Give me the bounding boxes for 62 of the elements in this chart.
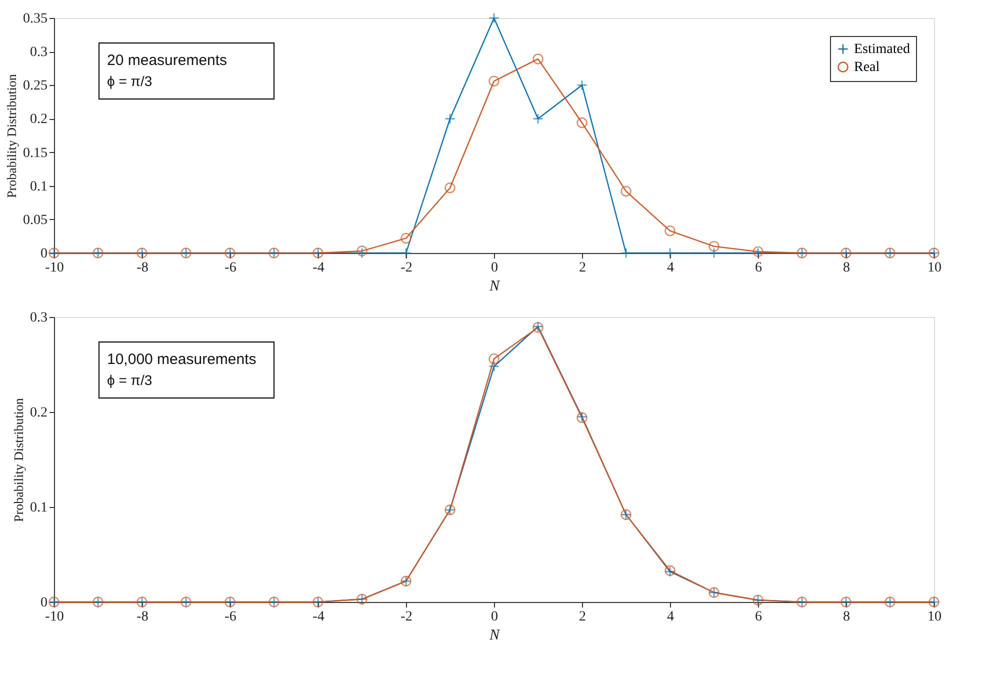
point <box>444 113 456 124</box>
x-tick-label: 8 <box>843 610 850 624</box>
x-tick-label: 2 <box>579 260 586 276</box>
y-tick-label: 0.05 <box>23 212 48 228</box>
x-tick-label: -8 <box>136 610 148 624</box>
point <box>620 248 632 258</box>
point <box>400 232 412 244</box>
y-tick-label: 0.15 <box>23 146 48 161</box>
x-tick-label: 10 <box>928 260 942 276</box>
x-tick-label: 0 <box>491 610 498 624</box>
x-tick-label: -10 <box>45 260 64 276</box>
x-axis-title: N <box>488 628 500 644</box>
annotation: ϕ = π/3 <box>107 73 152 89</box>
point <box>708 248 720 258</box>
x-tick-label: 4 <box>667 260 674 276</box>
y-tick-label: 0.35 <box>23 12 48 26</box>
annotation: ϕ = π/3 <box>107 372 152 388</box>
point <box>576 80 588 90</box>
y-tick-label: 0.1 <box>30 179 48 194</box>
point <box>532 113 544 124</box>
x-tick-label: -4 <box>312 260 324 276</box>
x-tick-label: 10 <box>928 610 942 624</box>
legend-label: Real <box>854 60 880 75</box>
point <box>444 182 456 194</box>
y-tick-label: 0.2 <box>30 112 48 128</box>
point <box>620 186 632 197</box>
point <box>664 226 676 236</box>
x-tick-label: -8 <box>136 260 148 276</box>
x-tick-label: 0 <box>491 260 498 276</box>
x-tick-label: -6 <box>224 260 236 276</box>
x-tick-label: -6 <box>224 610 236 624</box>
x-tick-label: 4 <box>667 610 674 624</box>
point <box>488 76 500 86</box>
point <box>400 248 412 258</box>
y-tick-label: 0 <box>40 596 48 610</box>
y-tick-label: 0 <box>40 246 48 262</box>
point <box>532 54 544 64</box>
x-axis-title: N <box>488 278 500 294</box>
x-tick-label: -4 <box>312 610 324 624</box>
y-tick-label: 0.3 <box>30 310 48 326</box>
y-tick-label: 0.1 <box>30 500 48 516</box>
point <box>708 240 720 252</box>
y-axis-title: Probability Distribution <box>4 74 19 198</box>
x-tick-label: -10 <box>45 610 64 624</box>
x-tick-label: -2 <box>400 610 412 624</box>
legend-label: Estimated <box>854 42 910 57</box>
point <box>488 12 500 24</box>
x-tick-label: -2 <box>400 260 412 276</box>
point <box>488 353 500 364</box>
point <box>664 248 676 258</box>
y-tick-label: 0.25 <box>23 78 48 94</box>
y-tick-label: 0.3 <box>30 45 48 60</box>
point <box>576 117 588 128</box>
y-axis-title: Probability Distribution <box>11 398 26 522</box>
annotation: 10,000 measurements <box>107 351 256 368</box>
annotation: 20 measurements <box>107 52 228 69</box>
x-tick-label: 6 <box>755 260 762 276</box>
x-tick-label: 6 <box>755 610 762 624</box>
x-tick-label: 2 <box>579 610 586 624</box>
point <box>488 361 500 372</box>
x-tick-label: 8 <box>843 260 850 276</box>
y-tick-label: 0.2 <box>30 406 48 420</box>
